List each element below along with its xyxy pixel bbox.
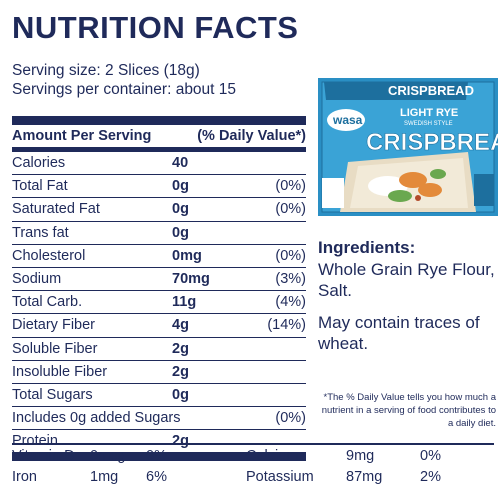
- package-product-name: CRISPBREAD: [366, 129, 498, 156]
- nutrition-row: Insoluble Fiber 2g: [12, 359, 306, 383]
- nutrition-row: Trans fat 0g: [12, 220, 306, 244]
- vitamin-name: Potassium: [246, 468, 314, 485]
- nutrient-amount: 70mg: [172, 271, 210, 288]
- nutrient-name: Insoluble Fiber: [12, 363, 108, 380]
- nutrient-daily-value: (0%): [275, 201, 306, 218]
- nutrient-name: Includes 0g added Sugars: [12, 410, 181, 427]
- amount-per-serving-label: Amount Per Serving: [12, 128, 152, 144]
- nutrition-row: Protein 2g: [12, 429, 306, 452]
- nutrition-row: Total Fat 0g (0%): [12, 174, 306, 197]
- vitamin-row: Iron 1mg 6% Potassium 87mg 2%: [12, 466, 494, 487]
- vitamin-row: Vitamin D 0mcg 0% Calcium 9mg 0%: [12, 445, 494, 466]
- product-package-image: CRISPBREAD wasa LIGHT RYE SWEDISH STYLE …: [318, 78, 498, 216]
- nutrient-daily-value: (4%): [275, 294, 306, 311]
- header-rule: [12, 147, 306, 152]
- nutrient-name: Dietary Fiber: [12, 317, 95, 334]
- package-style: SWEDISH STYLE: [404, 121, 453, 127]
- bottom-rule: [12, 452, 306, 462]
- vitamins-top-rule: [12, 443, 494, 445]
- nutrition-row: Total Sugars 0g: [12, 382, 306, 406]
- nutrient-name: Sodium: [12, 271, 62, 288]
- vitamin-amount: 1mg: [90, 468, 119, 485]
- nutrient-name: Total Carb.: [12, 294, 83, 311]
- nutrient-daily-value: (0%): [275, 247, 306, 264]
- serving-info: Serving size: 2 Slices (18g) Servings pe…: [12, 61, 236, 99]
- nutrient-amount: 0mg: [172, 247, 202, 264]
- nutrient-name: Protein: [12, 433, 58, 450]
- nutrition-row: Sodium 70mg (3%): [12, 266, 306, 290]
- nutrient-amount: 11g: [172, 294, 197, 311]
- top-rule: [12, 116, 306, 125]
- nutrient-name: Trans fat: [12, 224, 69, 241]
- vitamins-section: Vitamin D 0mcg 0% Calcium 9mg 0% Iron 1mg 6% Pota…: [12, 443, 494, 487]
- nutrient-amount: 0g: [172, 386, 189, 403]
- nutrition-row: Saturated Fat 0g (0%): [12, 197, 306, 220]
- nutrient-amount: 2g: [172, 433, 189, 450]
- nutrition-row: Cholesterol 0mg (0%): [12, 243, 306, 267]
- nutrient-amount: 2g: [172, 363, 189, 380]
- nutrition-row: Dietary Fiber 4g (14%): [12, 313, 306, 336]
- nutrient-amount: 0g: [172, 201, 189, 218]
- table-header: Amount Per Serving (% Daily Value*): [12, 125, 306, 147]
- serving-size: Serving size: 2 Slices (18g): [12, 62, 200, 79]
- page-title: NUTRITION FACTS: [12, 10, 299, 45]
- nutrient-name: Calories: [12, 155, 66, 172]
- vitamin-amount: 9mg: [346, 447, 375, 464]
- nutrition-table: Amount Per Serving (% Daily Value*) Calo…: [12, 116, 306, 462]
- servings-per-container: Servings per container: about 15: [12, 81, 237, 98]
- vitamin-percent: 2%: [420, 468, 441, 485]
- nutrient-daily-value: (14%): [267, 317, 306, 334]
- nutrient-name: Cholesterol: [12, 247, 86, 264]
- nutrition-row: Includes 0g added Sugars (0%): [12, 406, 306, 429]
- vitamin-amount: 87mg: [346, 468, 383, 485]
- ingredients-heading: Ingredients:: [318, 238, 416, 257]
- ingredients-text: Whole Grain Rye Flour, Salt.: [318, 260, 495, 300]
- vitamin-percent: 0%: [146, 447, 167, 464]
- package-variety: LIGHT RYE: [400, 107, 458, 119]
- nutrient-amount: 0g: [172, 178, 189, 195]
- daily-value-label: (% Daily Value*): [197, 128, 306, 144]
- nutrient-daily-value: (0%): [275, 178, 306, 195]
- vitamin-name: Vitamin D: [12, 447, 75, 464]
- package-top-text: CRISPBREAD: [388, 83, 474, 98]
- nutrient-amount: 4g: [172, 317, 189, 334]
- nutrition-row: Total Carb. 11g (4%): [12, 290, 306, 313]
- vitamin-name: Iron: [12, 468, 37, 485]
- nutrient-daily-value: (0%): [275, 410, 306, 427]
- vitamin-name: Calcium: [246, 447, 299, 464]
- nutrient-name: Total Fat: [12, 178, 68, 195]
- nutrient-name: Soluble Fiber: [12, 340, 98, 357]
- vitamin-amount: 0mcg: [90, 447, 126, 464]
- allergen-statement: May contain traces of wheat.: [318, 313, 480, 353]
- vitamin-percent: 0%: [420, 447, 441, 464]
- nutrient-amount: 0g: [172, 224, 189, 241]
- daily-value-footnote: *The % Daily Value tells you how much a …: [321, 392, 496, 429]
- vitamin-percent: 6%: [146, 468, 167, 485]
- crispbread-box-graphic: CRISPBREAD wasa LIGHT RYE SWEDISH STYLE …: [318, 78, 498, 216]
- nutrition-row: Soluble Fiber 2g: [12, 336, 306, 360]
- package-brand: wasa: [332, 113, 363, 127]
- nutrient-amount: 2g: [172, 340, 189, 357]
- nutrient-daily-value: (3%): [275, 271, 306, 288]
- nutrient-amount: 40: [172, 155, 189, 172]
- nutrient-name: Total Sugars: [12, 386, 93, 403]
- nutrient-name: Saturated Fat: [12, 201, 100, 218]
- nutrition-row: Calories 40: [12, 152, 306, 174]
